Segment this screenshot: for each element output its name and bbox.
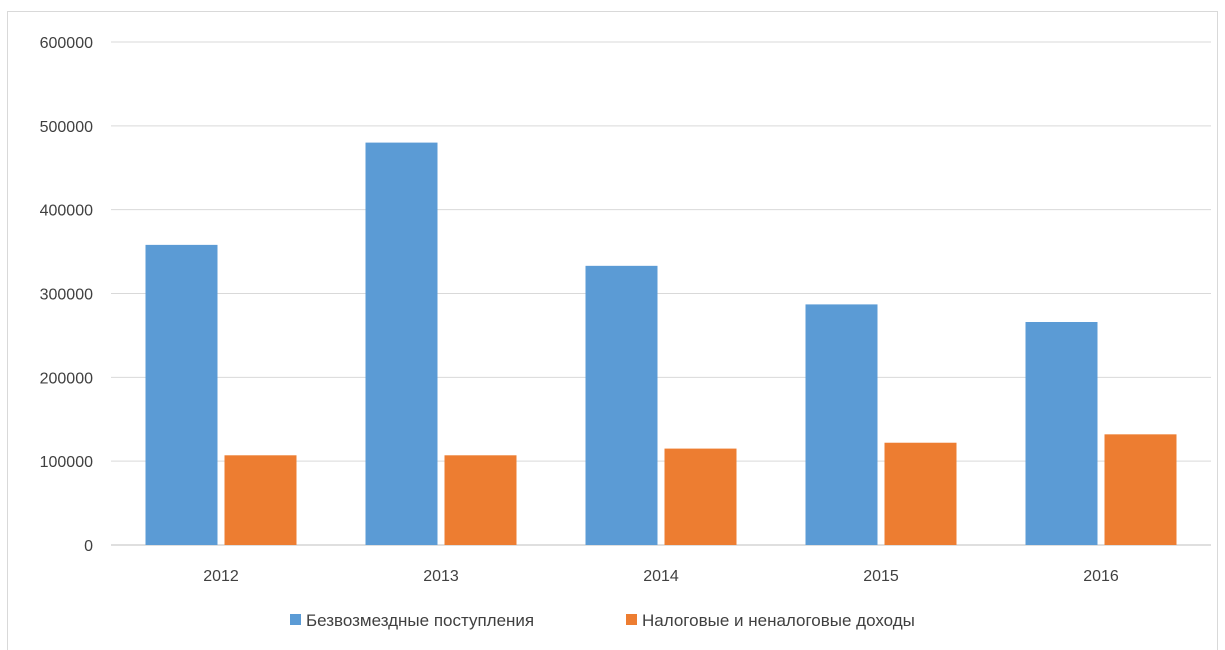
bar-nalogovye-2013 [444, 455, 517, 545]
bar-nalogovye-2014 [664, 448, 737, 545]
y-tick-label: 500000 [40, 119, 93, 136]
x-tick-label: 2016 [1083, 568, 1119, 585]
bar-nalogovye-2012 [224, 455, 297, 545]
x-tick-label: 2013 [423, 568, 459, 585]
chart-frame [7, 11, 1218, 650]
legend-label: Безвозмездные поступления [306, 611, 534, 630]
y-tick-label: 300000 [40, 287, 93, 304]
x-axis: 2012 2013 2014 2015 2016 [203, 568, 1119, 585]
bars [145, 142, 1177, 546]
x-tick-label: 2015 [863, 568, 899, 585]
y-axis: 0 100000 200000 300000 400000 500000 600000 [40, 35, 93, 555]
legend-swatch [626, 614, 637, 625]
bar-bezvozmezdnye-2016 [1025, 322, 1098, 545]
y-tick-label: 200000 [40, 370, 93, 387]
bar-bezvozmezdnye-2013 [365, 142, 438, 545]
bar-bezvozmezdnye-2012 [145, 244, 218, 546]
legend-swatch [290, 614, 301, 625]
y-tick-label: 600000 [40, 35, 93, 52]
bar-nalogovye-2015 [884, 442, 957, 545]
y-tick-label: 100000 [40, 454, 93, 471]
bar-nalogovye-2016 [1104, 434, 1177, 545]
bar-bezvozmezdnye-2014 [585, 265, 658, 545]
y-tick-label: 400000 [40, 203, 93, 220]
x-tick-label: 2012 [203, 568, 239, 585]
y-tick-label: 0 [84, 538, 93, 555]
bar-bezvozmezdnye-2015 [805, 304, 878, 545]
x-tick-label: 2014 [643, 568, 679, 585]
legend: Безвозмездные поступления Налоговые и нен… [290, 611, 915, 630]
legend-label: Налоговые и неналоговые доходы [642, 611, 915, 630]
